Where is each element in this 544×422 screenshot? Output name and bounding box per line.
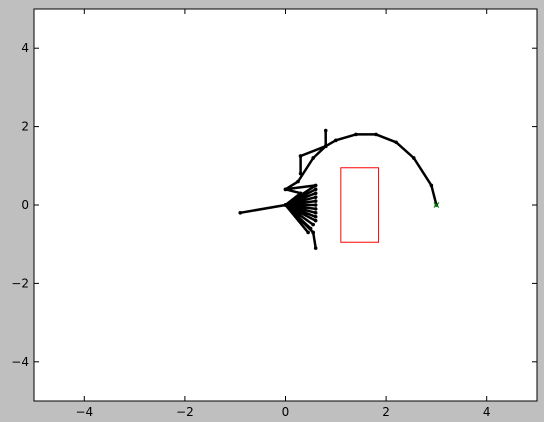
y-tick-label: 2 <box>21 120 29 134</box>
x-tick-label: 0 <box>282 405 290 419</box>
plot-frame <box>33 8 538 402</box>
path-point <box>394 140 398 145</box>
path-point <box>313 214 318 219</box>
path-point <box>313 211 318 215</box>
path-point <box>296 179 300 184</box>
path-point <box>313 207 318 211</box>
path-point <box>298 154 303 158</box>
path-point <box>283 187 288 192</box>
path-point <box>334 138 338 143</box>
x-tick-label: −2 <box>176 405 194 419</box>
start-marker <box>433 202 440 208</box>
red-rectangle <box>340 167 380 243</box>
tick-labels: −4 −2 0 2 4 −4 −2 0 2 4 <box>11 41 490 419</box>
path-point <box>313 246 318 250</box>
x-tick-label: 2 <box>382 405 390 419</box>
path-point <box>308 226 313 231</box>
path-point <box>311 156 315 160</box>
path-point <box>283 203 288 207</box>
y-tick-label: −2 <box>11 276 29 290</box>
y-tick-label: 0 <box>21 198 29 212</box>
path-point <box>238 211 243 215</box>
y-tick-label: −4 <box>11 355 29 369</box>
path-point <box>313 187 318 192</box>
path-point <box>429 183 434 188</box>
path-point <box>313 203 318 207</box>
path-point <box>313 183 318 188</box>
path-point <box>323 128 328 133</box>
path-point <box>298 171 303 176</box>
path-point <box>411 156 416 160</box>
path-point <box>374 132 378 137</box>
path-point <box>311 222 315 227</box>
path-point <box>313 199 318 203</box>
data-layer <box>238 128 440 250</box>
path-point <box>313 195 318 199</box>
path-point <box>313 191 318 196</box>
path-point <box>311 230 315 235</box>
x-tick-label: −4 <box>75 405 93 419</box>
x-tick-label: 4 <box>483 405 491 419</box>
ticks-layer <box>34 9 537 401</box>
path-point <box>323 144 328 148</box>
y-tick-label: 4 <box>21 41 29 55</box>
path-point <box>354 132 358 137</box>
path-point <box>313 218 318 223</box>
path-point <box>306 230 310 235</box>
path-point <box>298 191 303 196</box>
